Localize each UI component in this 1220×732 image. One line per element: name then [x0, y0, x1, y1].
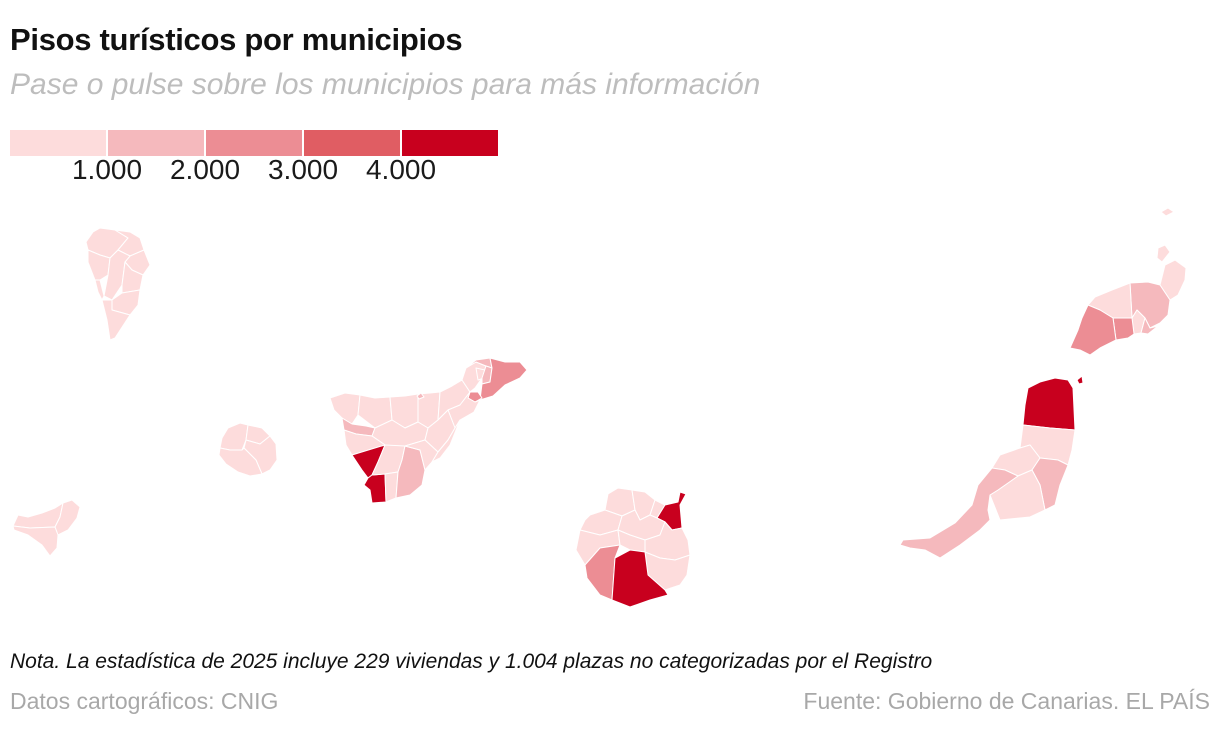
legend-swatch-3: [206, 130, 302, 156]
source-text: Fuente: Gobierno de Canarias: [803, 688, 1113, 714]
municipality[interactable]: [329, 392, 361, 425]
island-tenerife: [329, 357, 528, 504]
municipality[interactable]: [1022, 377, 1076, 431]
municipality[interactable]: [12, 525, 59, 557]
municipality[interactable]: [219, 422, 249, 451]
source-separator: .: [1112, 688, 1126, 714]
legend-swatch-5: [402, 130, 498, 156]
municipality[interactable]: [447, 391, 481, 429]
municipality[interactable]: [94, 279, 105, 301]
island-lanzarote: [1069, 207, 1187, 356]
cartography-credit: Datos cartográficos: CNIG: [10, 688, 279, 714]
legend-swatch-4: [304, 130, 400, 156]
legend-tick-1000: 1.000: [71, 154, 143, 185]
municipality[interactable]: [416, 392, 425, 400]
island-gran-canaria: [575, 487, 691, 608]
island-la-gomera: [218, 422, 278, 477]
island-el-hierro: [12, 499, 81, 557]
municipality[interactable]: [54, 499, 81, 536]
municipality[interactable]: [218, 447, 263, 477]
footnote: Nota. La estadística de 2025 incluye 229…: [10, 650, 933, 673]
chart-subtitle: Pase o pulse sobre los municipios para m…: [10, 68, 761, 101]
legend-swatch-2: [108, 130, 204, 156]
municipality[interactable]: [12, 502, 64, 529]
municipality[interactable]: [1160, 207, 1175, 217]
municipality[interactable]: [363, 473, 387, 504]
legend-tick-3000: 3.000: [267, 154, 339, 185]
municipality[interactable]: [431, 419, 461, 463]
municipality[interactable]: [1112, 317, 1135, 341]
municipality[interactable]: [899, 467, 1019, 559]
island-fuerteventura: [899, 375, 1084, 559]
source-credit: Fuente: Gobierno de Canarias. EL PAÍS: [803, 688, 1210, 715]
municipality[interactable]: [479, 357, 528, 401]
municipality[interactable]: [611, 549, 669, 608]
island-la-palma: [85, 227, 151, 341]
municipality[interactable]: [1069, 304, 1117, 356]
chart-title: Pisos turísticos por municipios: [10, 22, 463, 57]
color-legend: 1.000 2.000 3.000 4.000: [10, 130, 500, 190]
municipality[interactable]: [1156, 244, 1171, 263]
municipality[interactable]: [1140, 317, 1159, 335]
municipality[interactable]: [87, 249, 111, 281]
legend-tick-2000: 2.000: [169, 154, 241, 185]
brand-name: EL PAÍS: [1125, 688, 1210, 714]
legend-tick-4000: 4.000: [365, 154, 437, 185]
municipality[interactable]: [101, 299, 131, 341]
municipality[interactable]: [1076, 375, 1084, 385]
legend-swatch-1: [10, 130, 106, 156]
